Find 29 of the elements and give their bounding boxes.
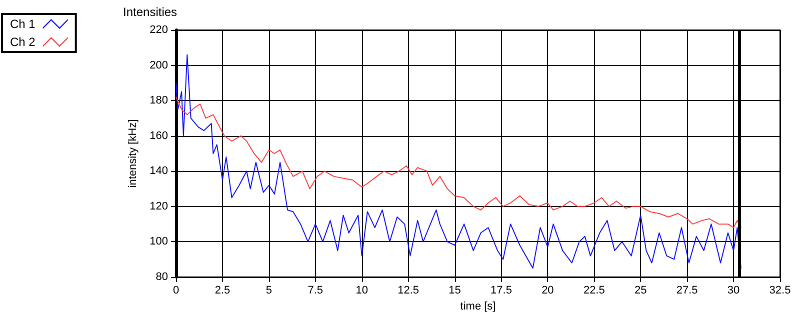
x-tick-label: 10: [356, 284, 368, 296]
x-tick-label: 15: [448, 284, 461, 296]
x-tick-label: 2.5: [214, 284, 230, 296]
line-series: [176, 54, 742, 269]
x-tick-label: 22.5: [583, 284, 605, 296]
x-tick-label: 25: [634, 284, 647, 296]
y-tick-label: 80: [156, 271, 168, 283]
y-tick-label: 220: [150, 24, 168, 36]
legend-label: Ch 1: [10, 17, 36, 31]
x-tick-label: 5: [266, 284, 272, 296]
x-tick-label: 0: [172, 284, 180, 296]
y-tick-label: 180: [150, 94, 168, 107]
x-tick-label: 30: [727, 284, 740, 296]
y-tick-label: 200: [150, 59, 168, 72]
y-tick-label: 160: [150, 130, 168, 142]
y-tick-label: 120: [150, 200, 168, 212]
y-tick-label: 100: [150, 236, 168, 248]
line-series: [176, 96, 742, 228]
x-tick-label: 7.5: [308, 284, 324, 296]
y-axis-title: intensity [kHz]: [127, 119, 140, 188]
y-tick-label: 140: [150, 165, 168, 178]
x-tick-label: 27.5: [676, 284, 698, 296]
x-tick-label: 17.5: [490, 284, 512, 296]
legend-label: Ch 2: [10, 35, 36, 49]
x-axis-title: time [s]: [460, 300, 496, 312]
x-tick-label: 20: [542, 284, 554, 296]
x-tick-label: 32.5: [769, 284, 791, 296]
chart-title: Intensities: [123, 5, 178, 19]
x-tick-label: 12.5: [398, 284, 420, 296]
